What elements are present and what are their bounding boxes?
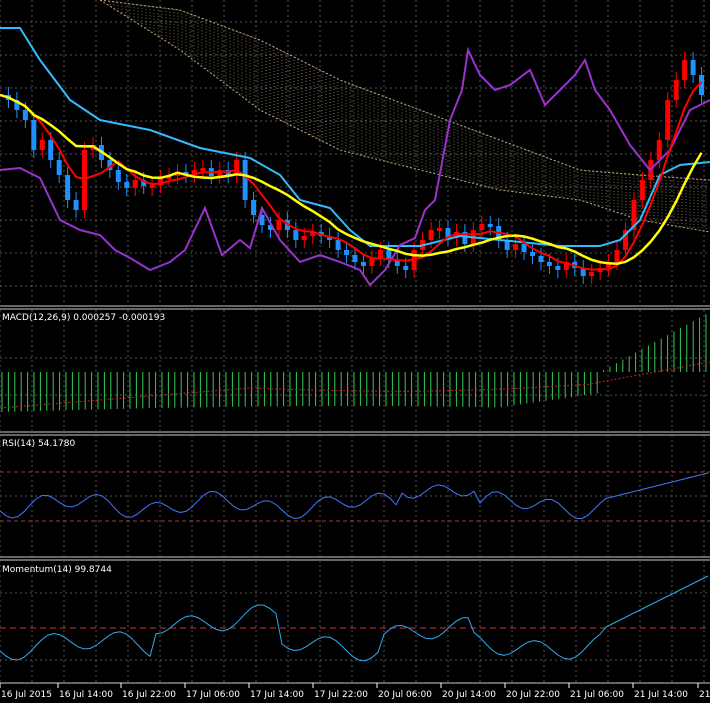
- candle-body: [56, 160, 62, 175]
- candle-body: [132, 180, 138, 188]
- candle-body: [631, 200, 637, 230]
- candle-body: [39, 140, 45, 150]
- candle-body: [665, 100, 671, 140]
- macd-signal-line: [0, 361, 710, 409]
- ma-slow-line: [0, 93, 703, 265]
- candle-body: [115, 170, 121, 182]
- candle-body: [521, 244, 527, 252]
- candle-body: [335, 240, 341, 250]
- candle-body: [589, 272, 595, 276]
- macd-histogram: [1, 314, 707, 412]
- ichimoku-cloud: [99, 0, 710, 233]
- candle-body: [310, 232, 316, 236]
- candle-body: [14, 100, 20, 110]
- candle-body: [377, 250, 383, 258]
- x-tick-label: 17 Jul 22:00: [314, 690, 368, 700]
- x-tick-label: 16 Jul 2015: [1, 690, 52, 700]
- candle-body: [699, 75, 705, 95]
- candle-body: [327, 236, 333, 240]
- momentum-label: Momentum(14) 99.8744: [2, 565, 112, 575]
- kijun-line: [0, 27, 710, 247]
- candle-body: [682, 60, 688, 80]
- candle-body: [580, 268, 586, 276]
- candle-body: [530, 252, 535, 256]
- candle-body: [251, 200, 257, 215]
- candle-body: [259, 215, 265, 225]
- candle-body: [107, 160, 113, 170]
- candle-body: [639, 180, 645, 200]
- momentum-line: [0, 575, 709, 662]
- candle-body: [479, 224, 485, 230]
- candle-body: [166, 176, 172, 179]
- candle-body: [563, 262, 569, 270]
- candle-body: [369, 258, 375, 266]
- x-tick-label: 21 Jul 06:00: [570, 690, 624, 700]
- candle-body: [513, 244, 519, 250]
- candle-body: [504, 240, 510, 250]
- candle-body: [301, 236, 307, 240]
- candle-body: [31, 120, 37, 150]
- candle-body: [276, 220, 282, 230]
- x-tick-label: 21: [699, 690, 710, 700]
- x-tick-label: 17 Jul 14:00: [250, 690, 304, 700]
- candle-body: [48, 140, 54, 160]
- candle-body: [242, 160, 248, 200]
- candle-body: [65, 175, 71, 200]
- candle-body: [191, 170, 197, 175]
- candle-body: [200, 168, 206, 171]
- candle-body: [656, 140, 662, 160]
- candle-body: [183, 172, 189, 175]
- rsi-line: [0, 472, 709, 520]
- candle-body: [445, 228, 451, 238]
- candle-body: [437, 228, 443, 231]
- candle-body: [538, 256, 544, 262]
- candle-body: [487, 224, 493, 227]
- rsi-label: RSI(14) 54.1780: [2, 439, 75, 449]
- x-tick-label: 17 Jul 06:00: [186, 690, 240, 700]
- candle-body: [673, 80, 679, 100]
- candle-body: [149, 185, 155, 188]
- candle-body: [267, 225, 273, 230]
- candle-body: [622, 230, 628, 250]
- candle-body: [428, 230, 434, 240]
- senkou-a: [99, 0, 710, 181]
- candle-body: [344, 250, 350, 255]
- candle-body: [217, 170, 223, 176]
- candle-body: [293, 230, 299, 240]
- candle-body: [124, 182, 130, 188]
- candle-body: [462, 232, 468, 244]
- candle-body: [22, 110, 28, 120]
- candle-body: [614, 250, 620, 262]
- x-tick-label: 20 Jul 22:00: [506, 690, 560, 700]
- candle-body: [606, 262, 612, 268]
- candle-body: [453, 232, 459, 238]
- candle-body: [403, 266, 409, 270]
- chart-grid: [0, 0, 710, 684]
- candle-body: [394, 260, 400, 266]
- chikou-line: [0, 46, 710, 287]
- x-tick-label: 20 Jul 14:00: [442, 690, 496, 700]
- x-tick-label: 21 Jul 14:00: [634, 690, 688, 700]
- candle-body: [141, 180, 147, 186]
- candle-body: [360, 262, 366, 266]
- candle-body: [158, 178, 164, 185]
- x-tick-label: 20 Jul 06:00: [378, 690, 432, 700]
- x-axis: 16 Jul 2015 16 Jul 14:00 16 Jul 22:00 17 Ju…: [0, 683, 710, 700]
- candle-body: [386, 250, 392, 260]
- candle-body: [546, 262, 552, 266]
- candle-body: [690, 60, 696, 75]
- candle-body: [352, 255, 358, 262]
- candle-body: [73, 200, 79, 210]
- x-tick-label: 16 Jul 22:00: [122, 690, 176, 700]
- x-tick-label: 16 Jul 14:00: [59, 690, 113, 700]
- candle-body: [555, 266, 561, 270]
- candle-body: [234, 160, 240, 175]
- macd-label: MACD(12,26,9) 0.000257 -0.000193: [2, 313, 165, 323]
